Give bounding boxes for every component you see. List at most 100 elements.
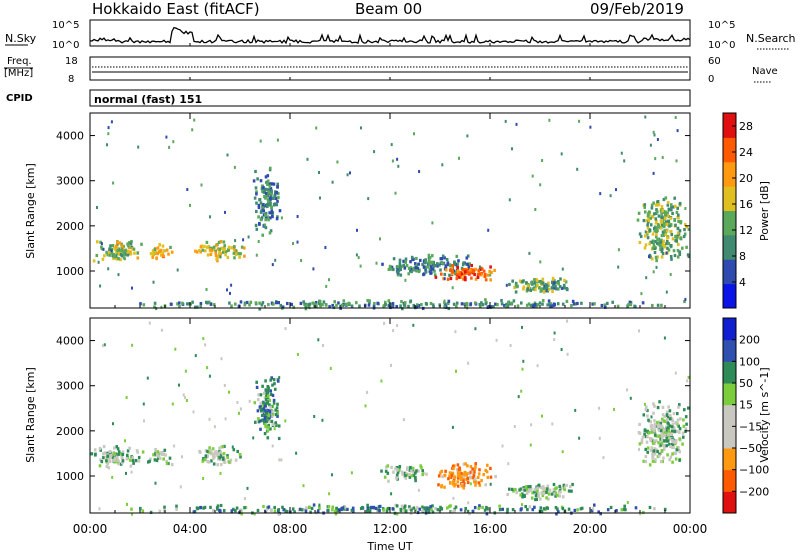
echo-cell bbox=[669, 223, 673, 227]
echo-cell bbox=[401, 472, 404, 476]
echo-cell bbox=[396, 471, 400, 475]
echo-cell bbox=[669, 414, 672, 418]
echo-cell bbox=[258, 307, 262, 311]
echo-cell bbox=[271, 383, 274, 387]
echo-cell bbox=[254, 186, 258, 190]
echo-cell bbox=[260, 303, 264, 307]
echo-cell bbox=[119, 252, 123, 256]
echo-cell bbox=[415, 506, 419, 510]
echo-cell bbox=[151, 255, 154, 259]
echo-cell bbox=[674, 457, 678, 461]
echo-cell bbox=[467, 264, 471, 269]
echo-cell bbox=[476, 275, 480, 279]
echo-cell bbox=[450, 266, 454, 271]
echo-cell bbox=[443, 485, 446, 489]
echo-cell bbox=[469, 268, 472, 272]
noise-tick-low-right: 10^0 bbox=[708, 40, 735, 51]
echo-cell bbox=[218, 452, 222, 456]
echo-cell bbox=[654, 217, 658, 221]
echo-cell bbox=[126, 253, 129, 257]
echo-cell bbox=[660, 248, 664, 252]
echo-cell bbox=[203, 457, 207, 462]
echo-cell bbox=[629, 303, 633, 307]
echo-cell bbox=[269, 216, 272, 220]
echo-cell bbox=[655, 265, 658, 269]
echo-cell bbox=[186, 302, 189, 306]
echo-cell bbox=[640, 292, 643, 296]
echo-cell bbox=[424, 268, 427, 272]
echo-cell bbox=[449, 276, 453, 281]
echo-cell bbox=[162, 457, 165, 461]
echo-cell bbox=[337, 508, 341, 512]
echo-cell bbox=[473, 470, 476, 474]
echo-cell bbox=[120, 242, 123, 246]
echo-cell bbox=[653, 404, 656, 408]
echo-cell bbox=[646, 236, 650, 240]
echo-cell bbox=[439, 471, 442, 475]
echo-cell bbox=[352, 509, 355, 513]
echo-cell bbox=[663, 336, 666, 340]
echo-cell bbox=[646, 230, 649, 235]
echo-cell bbox=[314, 303, 318, 307]
echo-cell bbox=[446, 261, 450, 265]
echo-cell bbox=[415, 256, 418, 261]
echo-cell bbox=[528, 490, 531, 494]
echo-cell bbox=[675, 236, 679, 240]
echo-cell bbox=[156, 252, 159, 256]
echo-cell bbox=[558, 484, 561, 488]
echo-cell bbox=[128, 458, 132, 462]
echo-cell bbox=[473, 506, 477, 510]
echo-cell bbox=[408, 475, 412, 479]
echo-cell bbox=[603, 303, 607, 307]
echo-cell bbox=[474, 465, 477, 469]
echo-cell bbox=[524, 485, 528, 489]
echo-cell bbox=[472, 270, 476, 274]
echo-cell bbox=[552, 492, 556, 496]
echo-cell bbox=[319, 196, 321, 200]
echo-cell bbox=[160, 305, 163, 309]
echo-cell bbox=[462, 462, 466, 466]
echo-cell bbox=[214, 253, 218, 257]
echo-cell bbox=[659, 451, 662, 455]
echo-cell bbox=[318, 171, 320, 174]
echo-cell bbox=[116, 447, 120, 451]
echo-cell bbox=[421, 505, 424, 509]
echo-cell bbox=[456, 463, 460, 467]
echo-cell bbox=[245, 300, 249, 305]
echo-cell bbox=[515, 122, 518, 126]
echo-cell bbox=[259, 201, 263, 205]
echo-cell bbox=[482, 473, 485, 477]
echo-cell bbox=[456, 471, 460, 475]
echo-cell bbox=[655, 259, 658, 263]
echo-cell bbox=[662, 431, 665, 435]
echo-cell bbox=[443, 473, 447, 477]
echo-cell bbox=[116, 458, 120, 462]
echo-cell bbox=[397, 468, 401, 472]
echo-cell bbox=[465, 473, 468, 477]
echo-cell bbox=[677, 405, 680, 409]
echo-cell bbox=[116, 246, 119, 250]
echo-cell bbox=[450, 510, 454, 514]
echo-cell bbox=[462, 475, 466, 479]
echo-cell bbox=[623, 507, 626, 511]
echo-cell bbox=[153, 301, 157, 305]
echo-cell bbox=[258, 222, 261, 226]
echo-cell bbox=[404, 260, 407, 264]
echo-cell bbox=[501, 444, 504, 448]
echo-cell bbox=[531, 287, 535, 291]
echo-cell bbox=[209, 302, 213, 306]
echo-cell bbox=[277, 436, 281, 441]
echo-cell bbox=[598, 436, 601, 440]
echo-cell bbox=[421, 473, 424, 477]
echo-cell bbox=[457, 474, 460, 478]
echo-cell bbox=[113, 454, 117, 458]
echo-cell bbox=[414, 471, 417, 475]
echo-cell bbox=[208, 446, 211, 450]
echo-cell bbox=[510, 301, 514, 305]
echo-cell bbox=[525, 491, 529, 495]
echo-cell bbox=[539, 260, 542, 264]
echo-cell bbox=[195, 250, 199, 254]
echo-cell bbox=[360, 126, 362, 130]
echo-cell bbox=[657, 454, 661, 458]
echo-cell bbox=[520, 389, 523, 393]
